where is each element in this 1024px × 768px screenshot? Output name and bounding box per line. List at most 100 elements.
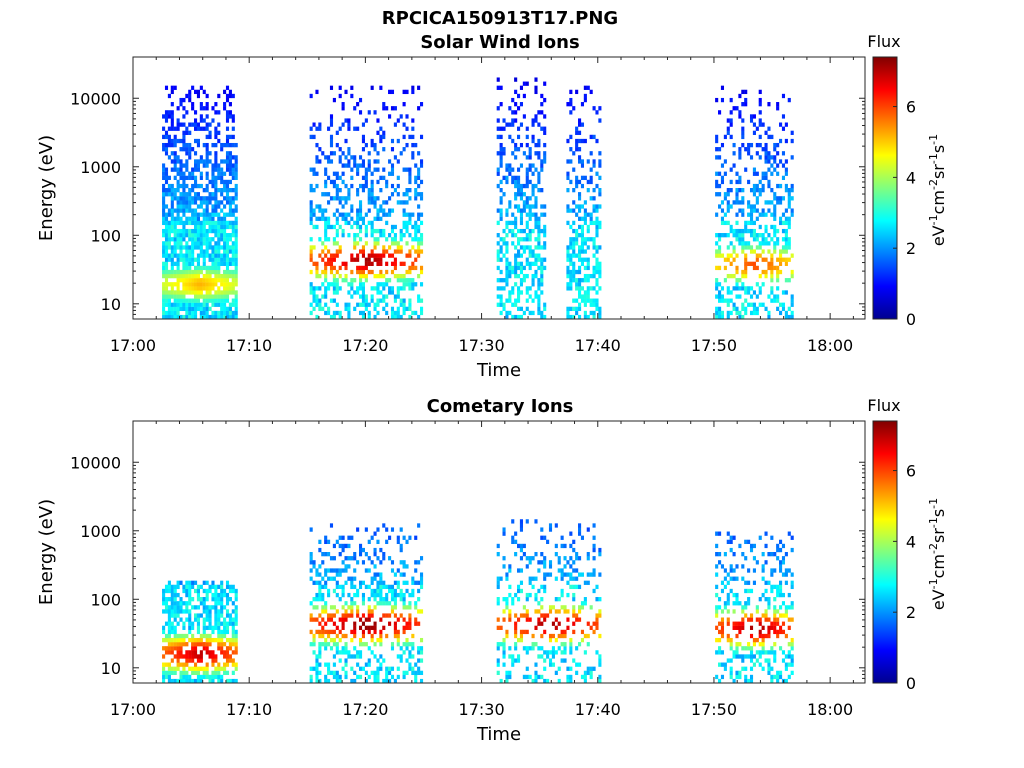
heatmap-cell <box>223 89 227 95</box>
heatmap-cell <box>770 237 774 242</box>
heatmap-cell <box>508 564 512 569</box>
heatmap-cell <box>569 224 573 230</box>
heatmap-cell <box>373 654 377 659</box>
heatmap-cell <box>508 269 512 275</box>
heatmap-cell <box>580 294 585 299</box>
heatmap-cell <box>170 216 174 221</box>
heatmap-cell <box>781 560 786 565</box>
heatmap-cell <box>505 298 509 303</box>
heatmap-cell <box>324 233 328 238</box>
heatmap-cell <box>744 245 748 250</box>
heatmap-cell <box>417 204 421 209</box>
heatmap-cell <box>729 134 733 140</box>
heatmap-cell <box>364 228 368 234</box>
heatmap-cell <box>393 678 397 684</box>
heatmap-cell <box>767 265 771 271</box>
heatmap-cell <box>575 670 579 676</box>
heatmap-cell <box>353 584 357 590</box>
heatmap-cell <box>356 290 360 295</box>
heatmap-cell <box>408 302 412 307</box>
heatmap-cell <box>525 81 529 86</box>
heatmap-cell <box>318 580 322 585</box>
heatmap-cell <box>361 629 365 635</box>
heatmap-cell <box>376 273 380 279</box>
heatmap-cell <box>182 302 186 307</box>
heatmap-cell <box>554 609 558 614</box>
heatmap-cell <box>525 134 529 140</box>
heatmap-cell <box>223 670 227 676</box>
heatmap-cell <box>214 314 218 320</box>
heatmap-cell <box>715 674 719 680</box>
heatmap-cell <box>578 302 582 307</box>
heatmap-cell <box>350 257 354 262</box>
heatmap-cell <box>519 523 524 528</box>
colorbar-tick-label: 2 <box>906 603 916 622</box>
heatmap-cell <box>531 278 535 283</box>
heatmap-cell <box>335 290 339 295</box>
heatmap-cell <box>787 220 791 226</box>
heatmap-cell <box>595 224 599 230</box>
heatmap-cell <box>537 220 541 226</box>
heatmap-cell <box>312 224 316 230</box>
heatmap-cell <box>496 249 500 254</box>
heatmap-cell <box>390 163 395 168</box>
heatmap-cell <box>167 273 171 279</box>
heatmap-cell <box>341 621 345 626</box>
heatmap-cell <box>194 228 198 234</box>
heatmap-cell <box>167 298 171 303</box>
heatmap-cell <box>715 253 719 258</box>
heatmap-cell <box>411 118 415 123</box>
heatmap-cell <box>176 188 180 193</box>
heatmap-cell <box>176 646 180 651</box>
heatmap-cell <box>522 228 526 234</box>
heatmap-cell <box>531 633 535 639</box>
heatmap-cell <box>543 560 547 565</box>
y-tick-label: 100 <box>90 590 121 609</box>
heatmap-cell <box>773 208 777 213</box>
heatmap-cell <box>347 126 351 131</box>
heatmap-cell <box>522 237 526 242</box>
heatmap-cell <box>405 253 409 258</box>
heatmap-cell <box>715 605 719 610</box>
heatmap-cell <box>347 535 351 540</box>
heatmap-cell <box>720 580 725 585</box>
heatmap-cell <box>231 584 235 590</box>
heatmap-cell <box>173 294 177 299</box>
heatmap-cell <box>758 118 762 123</box>
heatmap-cell <box>752 171 756 176</box>
heatmap-cell <box>586 159 590 164</box>
heatmap-cell <box>505 265 509 271</box>
heatmap-cell <box>167 212 171 217</box>
heatmap-cell <box>505 208 509 213</box>
heatmap-cell <box>162 282 166 287</box>
heatmap-cell <box>414 678 418 684</box>
heatmap-cell <box>519 588 524 594</box>
heatmap-cell <box>347 543 351 549</box>
heatmap-cell <box>194 654 198 659</box>
heatmap-cell <box>419 159 424 164</box>
heatmap-cell <box>318 122 322 127</box>
heatmap-cell <box>344 163 348 168</box>
heatmap-cell <box>208 122 212 127</box>
heatmap-cell <box>505 605 509 610</box>
heatmap-cell <box>329 114 334 119</box>
heatmap-cell <box>162 678 166 684</box>
heatmap-cell <box>188 314 192 320</box>
heatmap-cell <box>592 629 596 635</box>
heatmap-cell <box>179 290 183 295</box>
heatmap-cell <box>575 269 579 275</box>
heatmap-cell <box>344 278 348 283</box>
heatmap-cell <box>729 646 733 651</box>
heatmap-cell <box>185 228 189 234</box>
heatmap-cell <box>162 261 166 266</box>
heatmap-cell <box>382 245 386 250</box>
heatmap-cell <box>534 89 538 95</box>
heatmap-cell <box>194 183 198 189</box>
heatmap-cell <box>370 580 374 585</box>
heatmap-cell <box>338 584 342 590</box>
heatmap-cell <box>595 302 599 307</box>
heatmap-cell <box>569 273 573 279</box>
heatmap-cell <box>194 678 198 684</box>
heatmap-cell <box>223 294 227 299</box>
heatmap-cell <box>414 282 418 287</box>
